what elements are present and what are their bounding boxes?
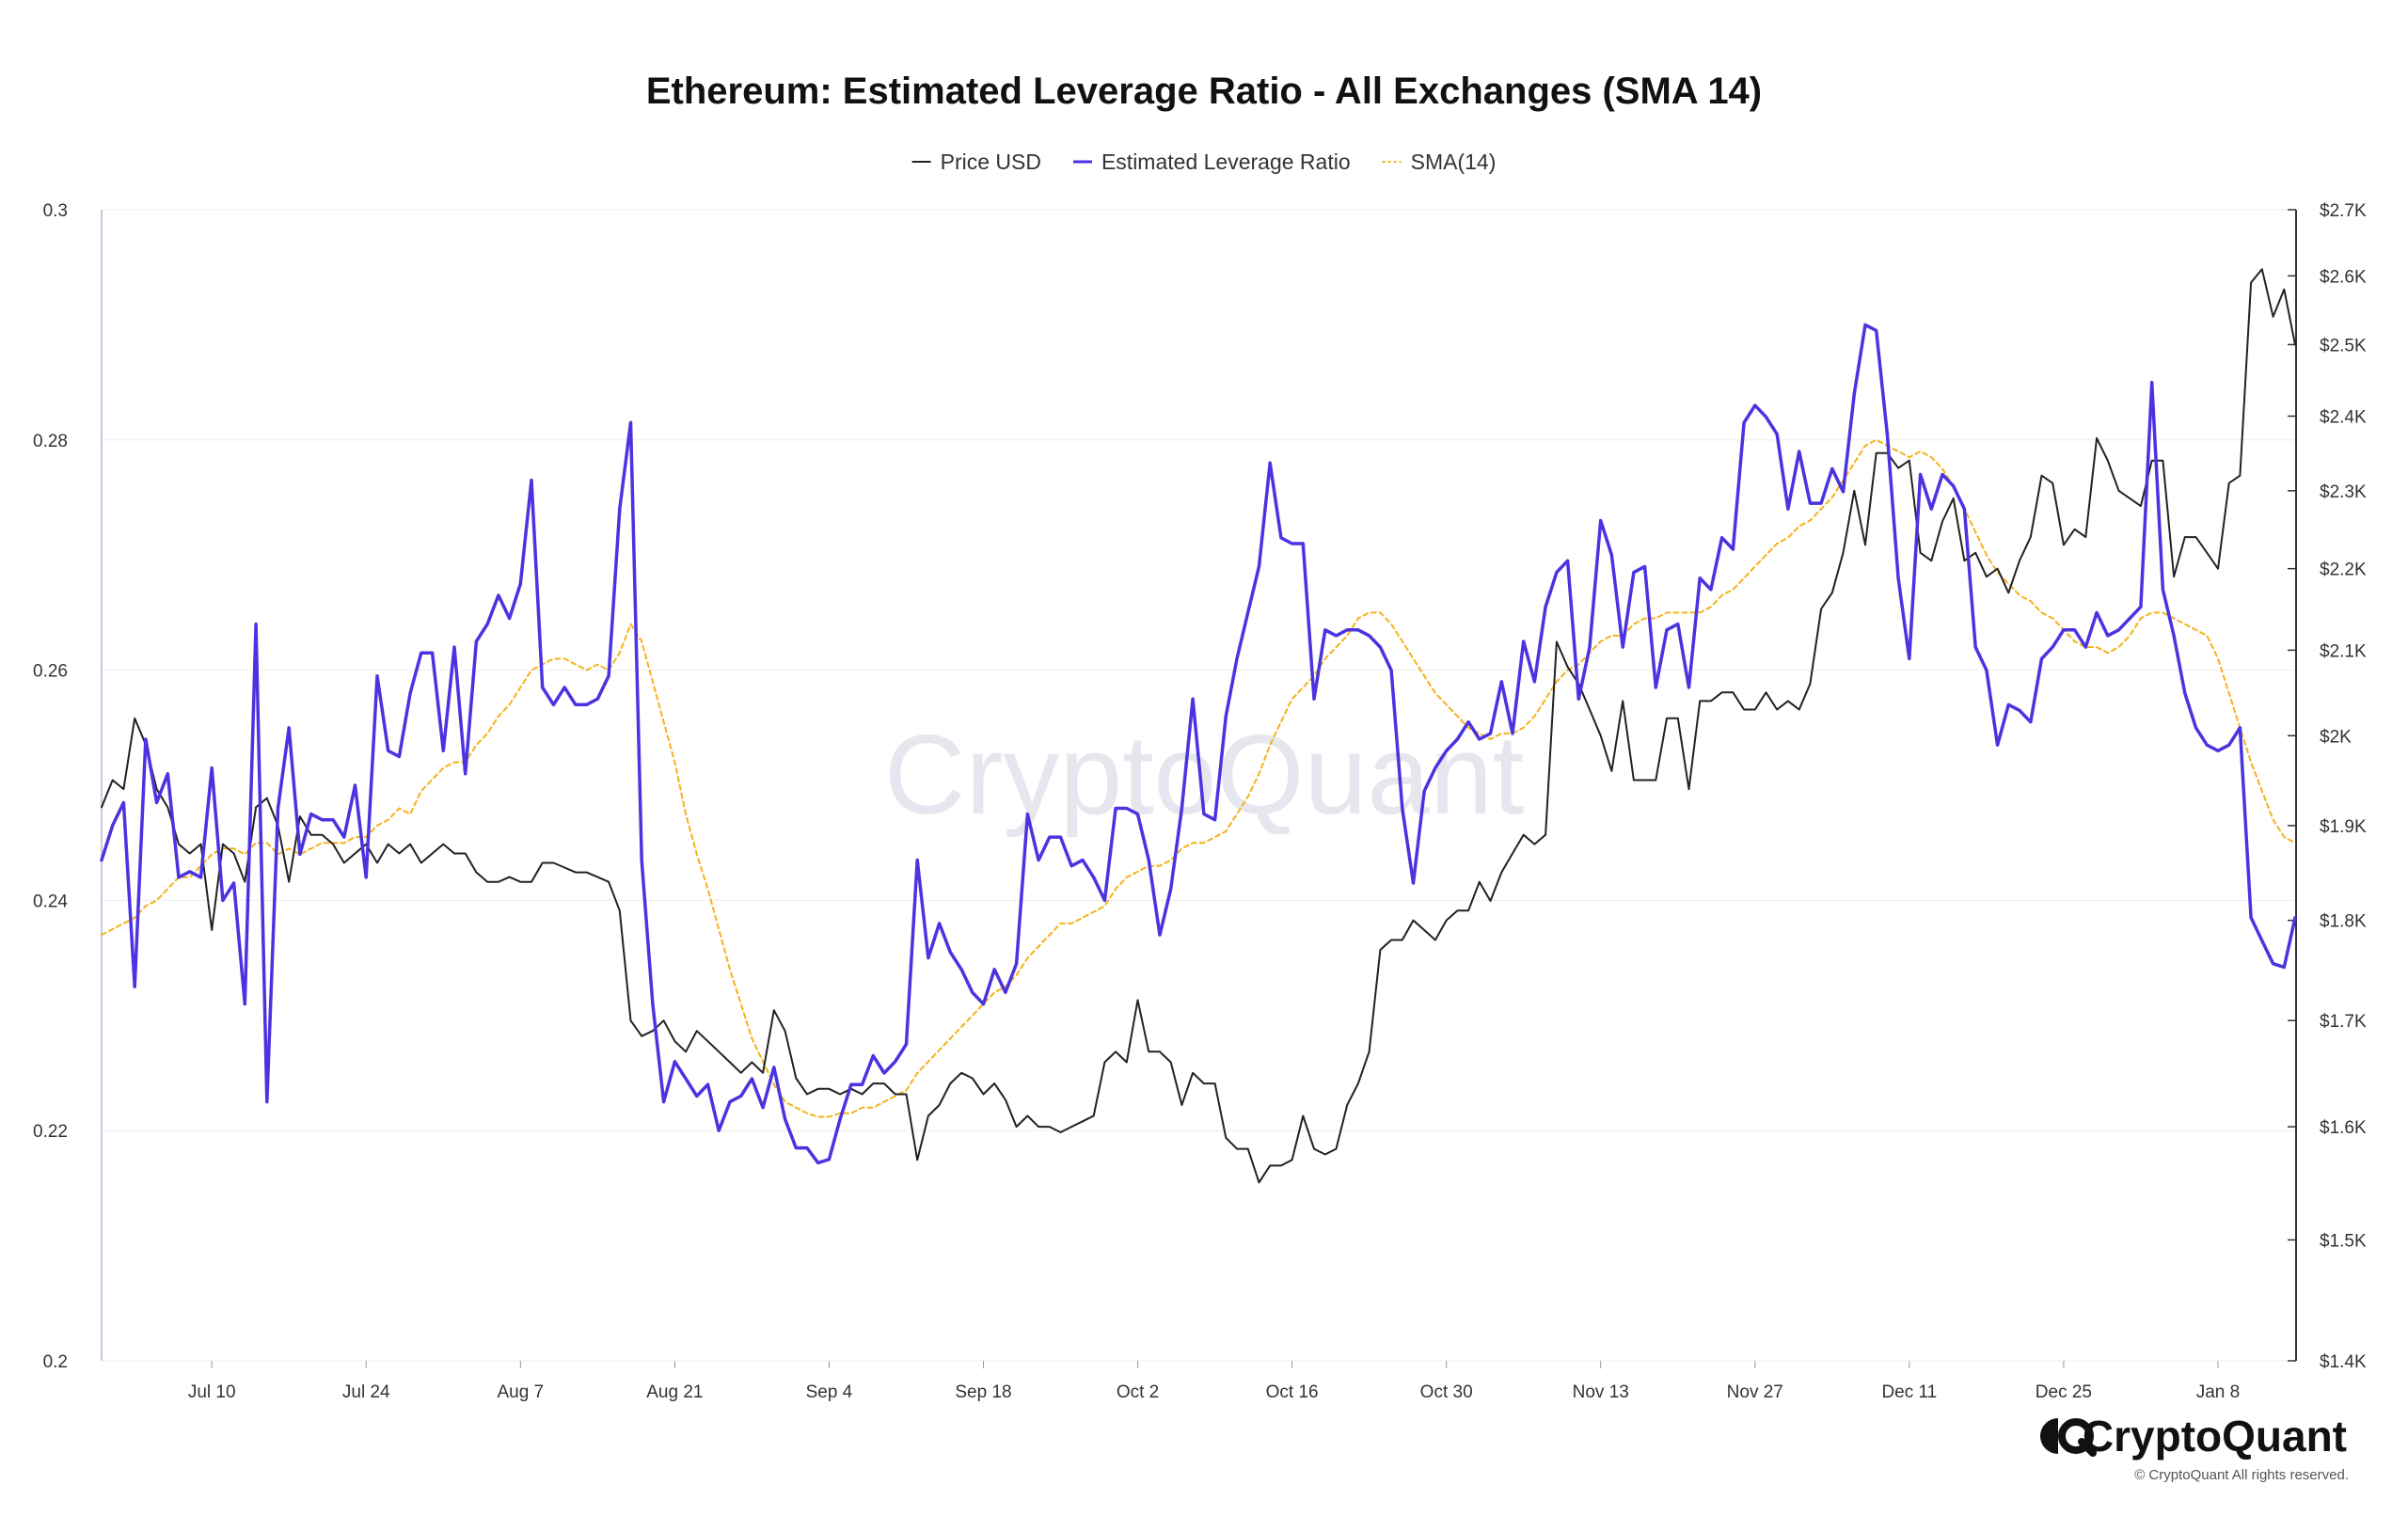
x-tick-label: Oct 30 [1420, 1382, 1473, 1402]
right-y-tick-label: $2.7K [2320, 201, 2367, 221]
cryptoquant-logo-icon [2040, 1418, 2097, 1457]
brand-logo: CryptoQuant © CryptoQuant All rights res… [2040, 1412, 2349, 1483]
legend-label-sma: SMA(14) [1411, 150, 1497, 174]
chart-title: Ethereum: Estimated Leverage Ratio - All… [646, 71, 1762, 112]
x-tick-label: Sep 4 [806, 1382, 853, 1402]
x-tick-label: Nov 27 [1727, 1382, 1783, 1402]
x-tick-label: Aug 7 [497, 1382, 544, 1402]
right-y-tick-label: $2.3K [2320, 482, 2367, 502]
x-tick-label: Oct 16 [1266, 1382, 1319, 1402]
copyright-text: © CryptoQuant All rights reserved. [2134, 1467, 2349, 1483]
right-y-tick-label: $1.4K [2320, 1352, 2367, 1372]
series-layer [100, 268, 2297, 1184]
right-y-tick-label: $1.9K [2320, 817, 2367, 837]
left-y-tick-label: 0.28 [33, 432, 68, 451]
right-y-tick-label: $2K [2320, 727, 2352, 747]
left-y-axis: 0.2 0.22 0.24 0.26 0.28 0.3 [33, 201, 103, 1372]
x-tick-label: Aug 21 [646, 1382, 703, 1402]
x-tick-label: Sep 18 [955, 1382, 1011, 1402]
right-y-tick-label: $2.2K [2320, 561, 2367, 580]
left-y-tick-label: 0.24 [33, 892, 68, 911]
right-y-tick-label: $2.1K [2320, 641, 2367, 661]
brand-name: CryptoQuant [2083, 1412, 2347, 1461]
x-axis: Jul 10 Jul 24 Aug 7 Aug 21 Sep 4 Sep 18 Oct 2 O… [188, 1361, 2240, 1402]
right-y-tick-label: $1.8K [2320, 912, 2367, 932]
x-tick-label: Nov 13 [1573, 1382, 1629, 1402]
right-y-tick-label: $1.7K [2320, 1012, 2367, 1032]
price-series-line [101, 268, 2296, 1184]
watermark: CryptoQuant [884, 712, 1524, 838]
x-tick-label: Dec 25 [2036, 1382, 2092, 1402]
right-y-tick-label: $1.6K [2320, 1118, 2367, 1138]
x-tick-label: Jul 10 [188, 1382, 236, 1402]
leverage-series-line [100, 323, 2297, 1165]
x-tick-label: Dec 11 [1881, 1382, 1937, 1402]
right-y-axis: $1.4K $1.5K $1.6K $1.7K $1.8K $1.9K $2K $2.1K $2… [2288, 201, 2367, 1372]
x-tick-label: Jan 8 [2196, 1382, 2240, 1402]
left-y-tick-label: 0.2 [43, 1352, 68, 1372]
x-tick-label: Oct 2 [1117, 1382, 1159, 1402]
right-y-tick-label: $2.4K [2320, 408, 2367, 428]
legend: Price USD Estimated Leverage Ratio SMA(14) [911, 150, 1497, 174]
right-y-tick-label: $2.6K [2320, 267, 2367, 287]
right-y-tick-label: $2.5K [2320, 336, 2367, 355]
left-y-tick-label: 0.3 [43, 201, 68, 221]
left-y-tick-label: 0.22 [33, 1122, 68, 1142]
x-tick-label: Jul 24 [342, 1382, 390, 1402]
right-y-tick-label: $1.5K [2320, 1231, 2367, 1251]
grid [102, 209, 2295, 1362]
legend-label-price: Price USD [941, 150, 1041, 174]
left-y-tick-label: 0.26 [33, 662, 68, 682]
legend-label-leverage: Estimated Leverage Ratio [1101, 150, 1351, 174]
